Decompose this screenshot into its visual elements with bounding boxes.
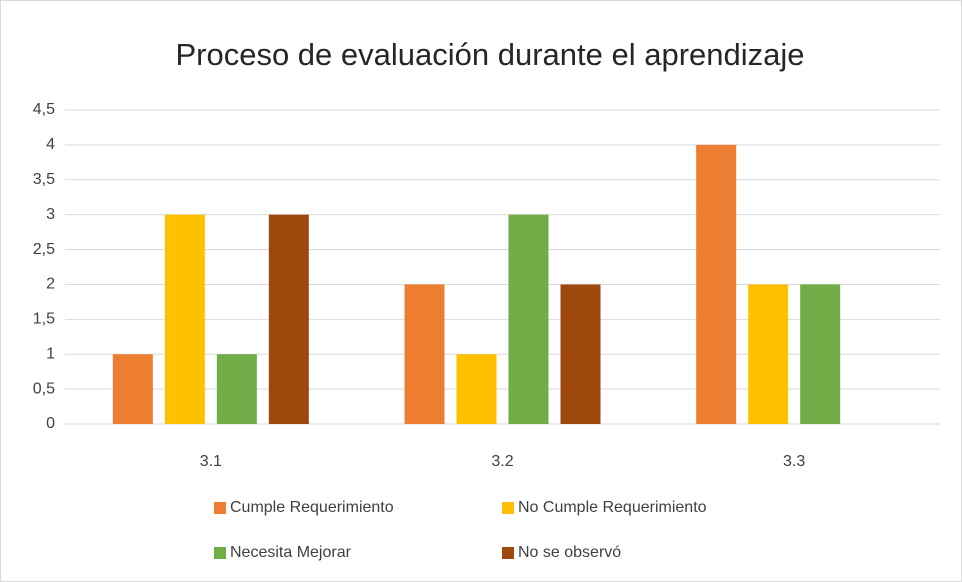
legend-swatch — [214, 547, 226, 559]
bar — [164, 214, 205, 424]
y-tick-label: 0 — [46, 415, 55, 432]
legend-swatch — [214, 502, 226, 514]
legend-swatch — [502, 547, 514, 559]
chart-title: Proceso de evaluación durante el aprendi… — [175, 37, 804, 72]
legend-label: Cumple Requerimiento — [230, 499, 394, 516]
bar — [216, 354, 257, 424]
bar — [696, 144, 737, 424]
y-tick-label: 0,5 — [33, 380, 55, 397]
y-tick-label: 3,5 — [33, 171, 55, 188]
legend-swatch — [502, 502, 514, 514]
legend-label: No se observó — [518, 544, 621, 561]
y-tick-label: 1 — [46, 345, 55, 362]
bar — [112, 354, 153, 424]
y-tick-label: 2 — [46, 276, 55, 293]
x-tick-label: 3.2 — [491, 453, 513, 470]
y-tick-label: 1,5 — [33, 311, 55, 328]
x-tick-label: 3.1 — [200, 453, 222, 470]
bar — [404, 284, 445, 424]
y-tick-label: 2,5 — [33, 241, 55, 258]
bar — [456, 354, 497, 424]
bar — [268, 214, 309, 424]
bar — [508, 214, 549, 424]
legend-label: No Cumple Requerimiento — [518, 499, 707, 516]
y-tick-label: 4 — [46, 136, 55, 153]
legend-label: Necesita Mejorar — [230, 544, 352, 561]
y-tick-label: 4,5 — [33, 101, 55, 118]
bar — [800, 284, 841, 424]
bar — [560, 284, 601, 424]
bar — [748, 284, 789, 424]
y-tick-label: 3 — [46, 206, 55, 223]
x-tick-label: 3.3 — [783, 453, 805, 470]
